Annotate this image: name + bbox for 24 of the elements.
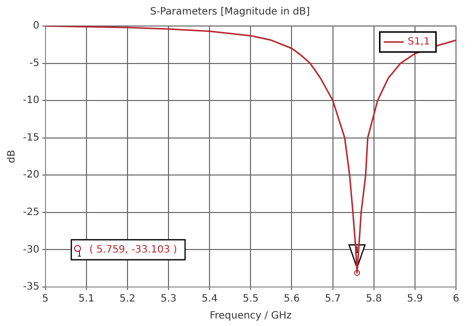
y-tick-label: -5 xyxy=(29,58,40,69)
x-tick-label: 5.2 xyxy=(120,294,136,305)
y-tick-label: -15 xyxy=(22,132,40,144)
x-tick-label: 5.1 xyxy=(78,294,94,305)
chart-title: S-Parameters [Magnitude in dB] xyxy=(150,6,310,18)
y-tick-label: 0 xyxy=(32,20,40,32)
x-tick-label: 5.9 xyxy=(406,294,423,305)
x-axis-title: Frequency / GHz xyxy=(210,310,292,322)
annotation: ( 5.759, -33.103 ) xyxy=(89,244,178,256)
x-tick-label: 5.4 xyxy=(202,294,218,305)
x-tick-label: 5.8 xyxy=(366,294,382,305)
y-tick-label: -30 xyxy=(22,244,40,256)
x-tick-label: 5.3 xyxy=(160,294,176,305)
y-tick-label: -10 xyxy=(22,95,40,106)
y-tick-label: -35 xyxy=(22,282,40,293)
y-axis-title: dB xyxy=(6,150,18,164)
y-tick-label: -20 xyxy=(22,170,40,181)
y-tick-label: -25 xyxy=(22,207,40,218)
x-tick-label: 5 xyxy=(42,294,49,305)
x-tick-label: 6 xyxy=(452,294,460,305)
legend-label: S1,1 xyxy=(408,36,430,48)
x-tick-label: 5.5 xyxy=(242,294,259,305)
x-tick-label: 5.7 xyxy=(324,294,341,305)
x-tick-label: 5.6 xyxy=(284,294,300,305)
